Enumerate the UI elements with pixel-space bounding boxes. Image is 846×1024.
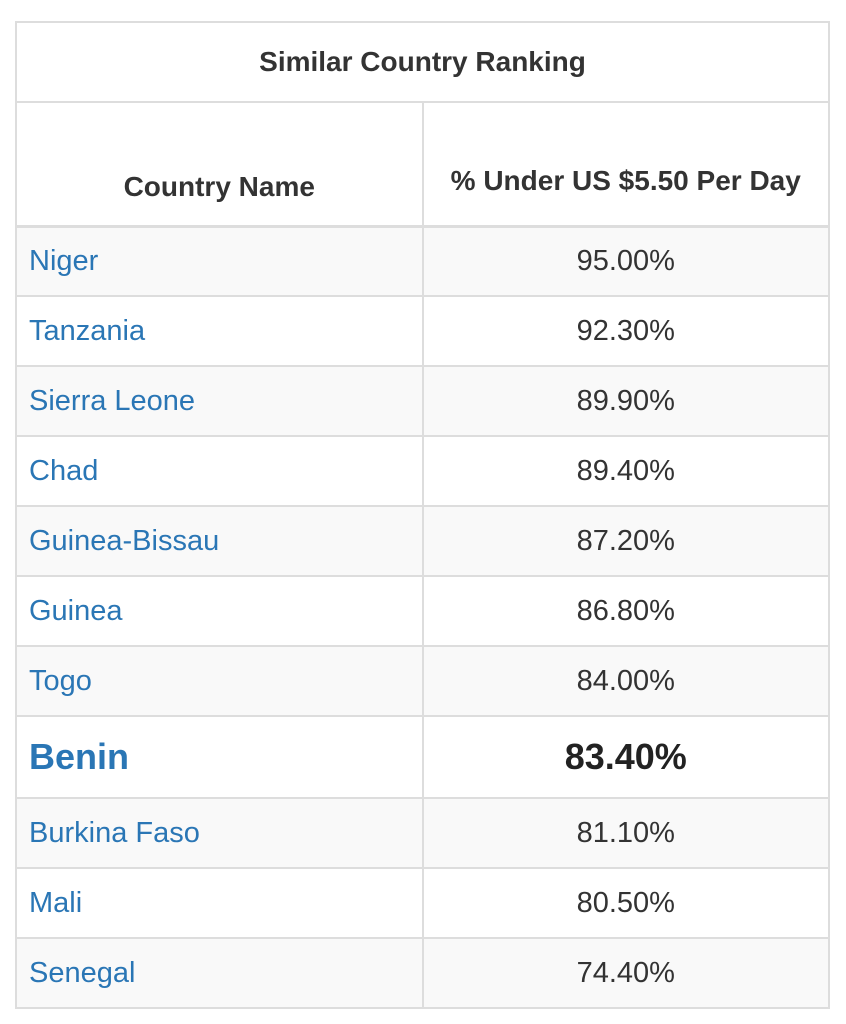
country-cell: Mali — [15, 867, 424, 939]
table-caption-row: Similar Country Ranking — [15, 21, 830, 103]
country-cell: Chad — [15, 435, 424, 507]
similar-country-ranking-table: Similar Country Ranking Country Name % U… — [15, 21, 830, 1009]
percent-cell: 74.40% — [421, 937, 830, 1009]
table-row: Niger 95.00% — [15, 225, 830, 297]
country-link-sierra-leone[interactable]: Sierra Leone — [29, 384, 196, 417]
country-cell: Guinea-Bissau — [15, 505, 424, 577]
table-row: Guinea 86.80% — [15, 575, 830, 647]
country-link-chad[interactable]: Chad — [29, 454, 99, 487]
country-cell: Sierra Leone — [15, 365, 424, 437]
table-row: Burkina Faso 81.10% — [15, 797, 830, 869]
country-link-niger[interactable]: Niger — [29, 244, 99, 277]
table-row: Chad 89.40% — [15, 435, 830, 507]
country-cell: Senegal — [15, 937, 424, 1009]
country-cell: Benin — [15, 715, 424, 799]
country-cell: Togo — [15, 645, 424, 717]
table-row: Senegal 74.40% — [15, 937, 830, 1009]
table-row: Sierra Leone 89.90% — [15, 365, 830, 437]
percent-cell: 95.00% — [421, 225, 830, 297]
column-header-percent-under: % Under US $5.50 Per Day — [421, 101, 830, 228]
country-cell: Tanzania — [15, 295, 424, 367]
table-row: Guinea-Bissau 87.20% — [15, 505, 830, 577]
percent-cell: 87.20% — [421, 505, 830, 577]
table-row-highlighted: Benin 83.40% — [15, 715, 830, 799]
table-header-row: Country Name % Under US $5.50 Per Day — [15, 101, 830, 228]
percent-cell: 92.30% — [421, 295, 830, 367]
country-link-togo[interactable]: Togo — [29, 664, 92, 697]
country-link-guinea-bissau[interactable]: Guinea-Bissau — [29, 524, 220, 557]
table-row: Togo 84.00% — [15, 645, 830, 717]
percent-cell: 89.40% — [421, 435, 830, 507]
percent-cell: 86.80% — [421, 575, 830, 647]
country-link-guinea[interactable]: Guinea — [29, 594, 123, 627]
table-row: Tanzania 92.30% — [15, 295, 830, 367]
percent-cell: 89.90% — [421, 365, 830, 437]
country-cell: Guinea — [15, 575, 424, 647]
country-link-senegal[interactable]: Senegal — [29, 956, 136, 989]
percent-cell: 84.00% — [421, 645, 830, 717]
table-row: Mali 80.50% — [15, 867, 830, 939]
column-header-country-name: Country Name — [15, 101, 424, 228]
country-cell: Niger — [15, 225, 424, 297]
percent-cell: 81.10% — [421, 797, 830, 869]
country-link-tanzania[interactable]: Tanzania — [29, 314, 146, 347]
country-link-mali[interactable]: Mali — [29, 886, 83, 919]
country-link-burkina-faso[interactable]: Burkina Faso — [29, 816, 200, 849]
country-link-benin[interactable]: Benin — [29, 736, 130, 777]
country-cell: Burkina Faso — [15, 797, 424, 869]
table-caption: Similar Country Ranking — [15, 21, 830, 103]
percent-cell: 80.50% — [421, 867, 830, 939]
percent-cell: 83.40% — [421, 715, 830, 799]
